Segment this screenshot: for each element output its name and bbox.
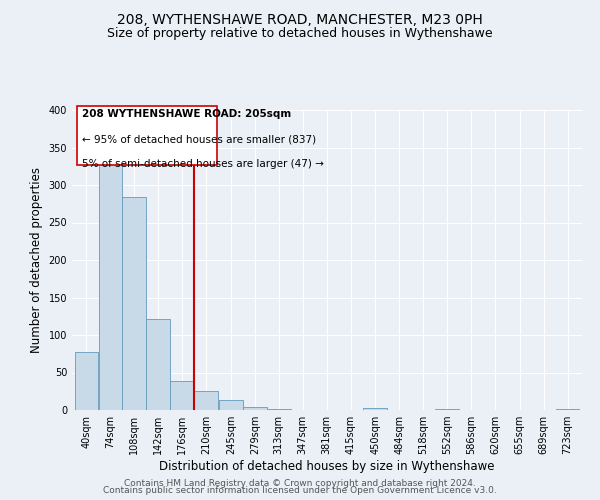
Bar	[170, 381, 194, 410]
Bar	[194, 391, 218, 410]
Y-axis label: Number of detached properties: Number of detached properties	[30, 167, 43, 353]
Bar	[146, 318, 170, 410]
Bar	[436, 409, 459, 410]
Bar	[98, 162, 122, 410]
Text: ← 95% of detached houses are smaller (837): ← 95% of detached houses are smaller (83…	[82, 134, 316, 145]
FancyBboxPatch shape	[77, 106, 217, 165]
Bar	[219, 400, 242, 410]
Bar	[122, 197, 146, 410]
Text: Contains HM Land Registry data © Crown copyright and database right 2024.: Contains HM Land Registry data © Crown c…	[124, 478, 476, 488]
Bar	[74, 352, 98, 410]
Bar	[364, 408, 387, 410]
Bar	[267, 409, 290, 410]
Text: Size of property relative to detached houses in Wythenshawe: Size of property relative to detached ho…	[107, 28, 493, 40]
Text: Contains public sector information licensed under the Open Government Licence v3: Contains public sector information licen…	[103, 486, 497, 495]
Bar	[243, 407, 266, 410]
Bar	[556, 409, 580, 410]
X-axis label: Distribution of detached houses by size in Wythenshawe: Distribution of detached houses by size …	[159, 460, 495, 473]
Text: 208, WYTHENSHAWE ROAD, MANCHESTER, M23 0PH: 208, WYTHENSHAWE ROAD, MANCHESTER, M23 0…	[117, 12, 483, 26]
Text: 208 WYTHENSHAWE ROAD: 205sqm: 208 WYTHENSHAWE ROAD: 205sqm	[82, 110, 291, 119]
Text: 5% of semi-detached houses are larger (47) →: 5% of semi-detached houses are larger (4…	[82, 159, 323, 169]
